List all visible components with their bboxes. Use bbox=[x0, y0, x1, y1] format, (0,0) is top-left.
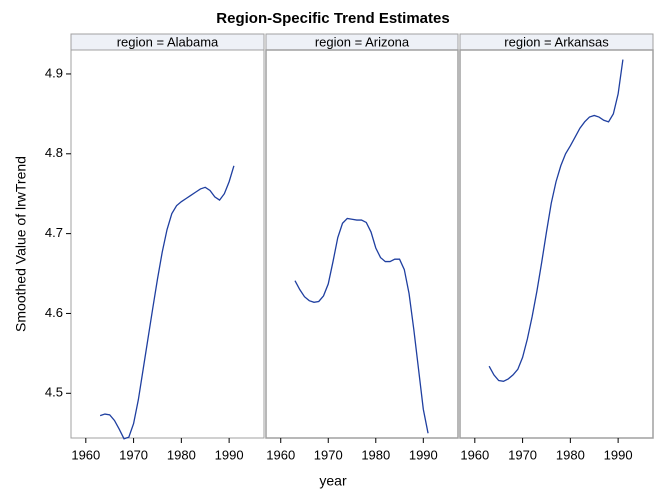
panel-frame bbox=[265, 49, 459, 439]
panel-frame bbox=[459, 49, 654, 439]
y-tick-label: 4.7 bbox=[45, 225, 63, 240]
x-tick-label: 1970 bbox=[314, 447, 343, 462]
x-tick-label: 1990 bbox=[409, 447, 438, 462]
x-tick-label: 1980 bbox=[556, 447, 585, 462]
x-tick-label: 1990 bbox=[604, 447, 633, 462]
y-tick-label: 4.5 bbox=[45, 385, 63, 400]
chart-title: Region-Specific Trend Estimates bbox=[216, 10, 449, 27]
x-axis-label: year bbox=[319, 473, 347, 489]
x-tick-label: 1990 bbox=[215, 447, 244, 462]
panel-title: region = Arizona bbox=[315, 34, 410, 49]
y-tick-label: 4.9 bbox=[45, 65, 63, 80]
x-tick-label: 1960 bbox=[460, 447, 489, 462]
panel-frame bbox=[70, 49, 265, 439]
x-tick-label: 1970 bbox=[508, 447, 537, 462]
y-tick-label: 4.6 bbox=[45, 305, 63, 320]
line bbox=[488, 59, 624, 382]
x-tick-label: 1960 bbox=[71, 447, 100, 462]
x-tick-label: 1960 bbox=[266, 447, 295, 462]
x-tick-label: 1980 bbox=[167, 447, 196, 462]
y-axis-label: Smoothed Value of lrwTrend bbox=[13, 156, 29, 332]
line bbox=[294, 217, 429, 434]
line bbox=[99, 165, 235, 440]
x-tick-label: 1970 bbox=[119, 447, 148, 462]
panel-title: region = Alabama bbox=[117, 34, 219, 49]
x-tick-label: 1980 bbox=[361, 447, 390, 462]
y-tick-label: 4.8 bbox=[45, 145, 63, 160]
panel-title: region = Arkansas bbox=[504, 34, 609, 49]
